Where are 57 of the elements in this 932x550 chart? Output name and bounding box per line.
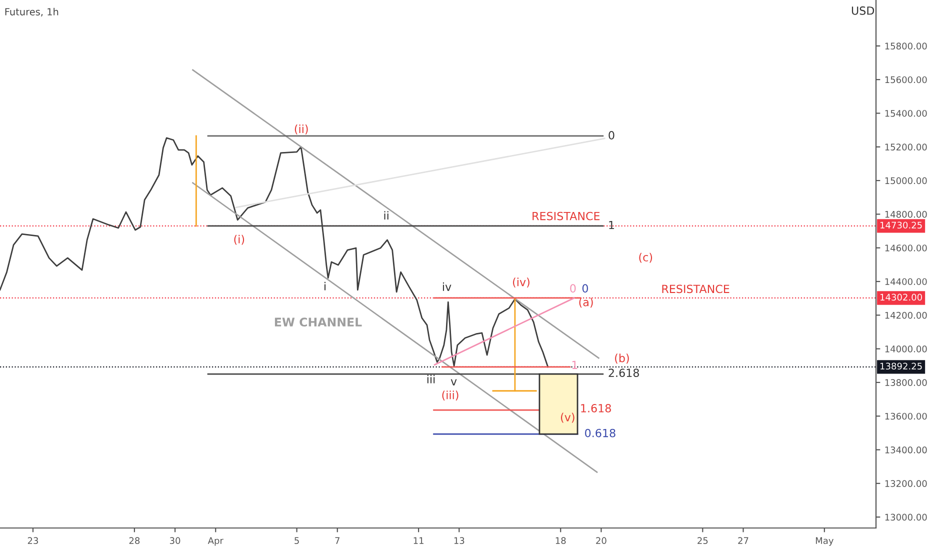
x-tick-label: 11 <box>414 537 424 544</box>
x-tick-label: 30 <box>170 537 180 544</box>
annotation: i <box>324 282 326 290</box>
annotation: (a) <box>579 298 593 308</box>
annotation: (iii) <box>442 390 458 401</box>
text: Futures, 1h <box>5 8 58 16</box>
annotation: iii <box>427 374 435 384</box>
x-tick-label: 20 <box>596 537 606 544</box>
x-tick-label: 18 <box>556 537 566 544</box>
ref-line-label: 14730.25 <box>880 222 922 229</box>
y-tick-label: 14800.00 <box>885 210 927 218</box>
x-tick-label: 28 <box>129 537 140 544</box>
annotation: 1 <box>572 360 578 369</box>
x-tick-label: 5 <box>294 537 299 544</box>
annotation: 0.618 <box>585 428 616 438</box>
annotation: (c) <box>639 252 652 263</box>
y-tick-label: 15600.00 <box>885 76 927 84</box>
x-tick-label: 7 <box>335 537 340 544</box>
x-tick-label: 27 <box>738 537 748 544</box>
annotation: EW CHANNEL <box>274 318 362 327</box>
annotation: 2.618 <box>608 368 639 378</box>
annotation: 0 <box>582 284 588 293</box>
annotation: 0 <box>608 131 614 140</box>
annotation: v <box>450 379 457 386</box>
x-tick-label: 13 <box>454 537 464 544</box>
y-tick-label: 15800.00 <box>885 42 927 50</box>
x-tick-label: May <box>816 537 834 546</box>
y-tick-label: 14200.00 <box>885 312 927 319</box>
y-tick-label: 13000.00 <box>885 514 927 521</box>
annotation: 1 <box>609 220 614 230</box>
y-tick-label: 13200.00 <box>885 480 927 487</box>
y-tick-label: 14600.00 <box>885 244 927 252</box>
y-tick-label: 13800.00 <box>885 379 927 386</box>
annotation: (v) <box>560 412 574 423</box>
annotation: (b) <box>615 354 629 364</box>
annotation: RESISTANCE <box>662 284 730 294</box>
y-tick-label: 15000.00 <box>885 177 927 184</box>
annotation: (i) <box>234 234 244 245</box>
annotation: ii <box>384 211 388 220</box>
x-tick-label: Apr <box>208 537 224 546</box>
annotation: (ii) <box>294 124 308 134</box>
annotation: USD <box>852 6 874 15</box>
y-tick-label: 14000.00 <box>885 346 927 352</box>
annotation: 0 <box>570 284 576 293</box>
x-tick-label: 23 <box>28 537 38 544</box>
y-tick-label: 15200.00 <box>885 144 927 150</box>
x-tick-label: 25 <box>698 537 708 544</box>
annotation: iv <box>442 282 452 291</box>
y-tick-label: 15400.00 <box>885 110 927 117</box>
annotation: RESISTANCE <box>532 212 600 220</box>
y-tick-label: 14400.00 <box>885 278 927 286</box>
ref-line-label: 13892.25 <box>880 362 922 370</box>
annotation: (iv) <box>513 278 530 288</box>
y-tick-label: 13400.00 <box>885 446 927 454</box>
annotation: 1.618 <box>581 404 611 412</box>
y-tick-label: 13600.00 <box>885 412 927 420</box>
ref-line-label: 14302.00 <box>880 294 922 301</box>
